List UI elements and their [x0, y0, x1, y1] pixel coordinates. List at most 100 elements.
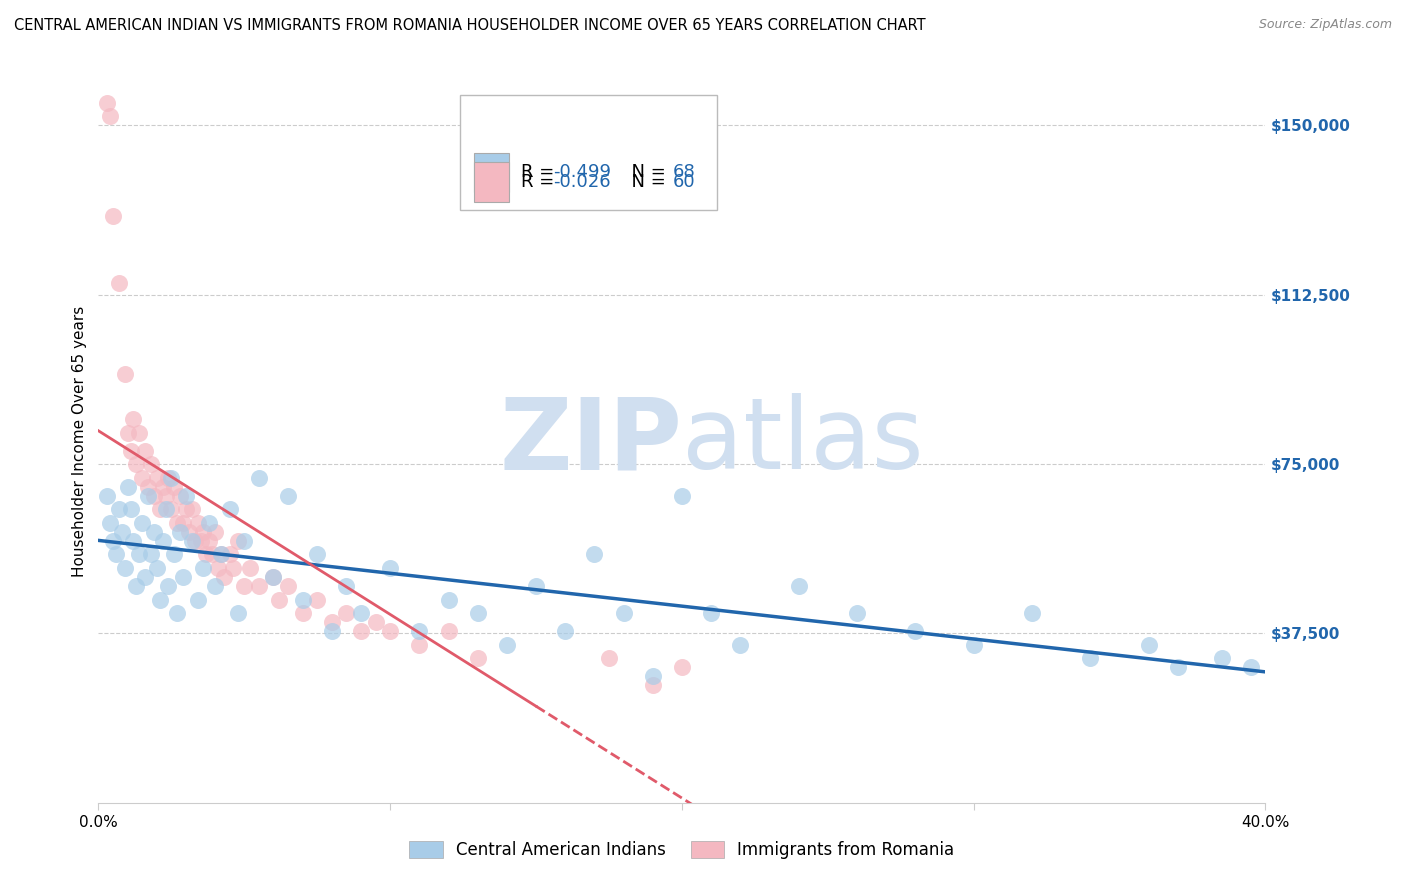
Point [380, 624, 402, 639]
Point [212, 570, 235, 584]
Point [1021, 606, 1043, 620]
Y-axis label: Householder Income Over 65 years: Householder Income Over 65 years [72, 306, 87, 577]
Point [157, 470, 180, 484]
Point [671, 660, 693, 674]
Point [96, 95, 118, 110]
Text: Source: ZipAtlas.com: Source: ZipAtlas.com [1258, 18, 1392, 31]
Text: R =: R = [520, 173, 560, 191]
Point [467, 606, 489, 620]
Point [122, 412, 145, 426]
Point [155, 502, 177, 516]
Point [277, 579, 299, 593]
Point [108, 502, 131, 516]
Point [598, 651, 620, 665]
Point [172, 516, 194, 530]
Point [120, 502, 142, 516]
Point [641, 669, 664, 683]
Point [98, 109, 121, 123]
Point [139, 548, 162, 562]
Point [131, 470, 153, 484]
Point [201, 548, 224, 562]
Point [700, 606, 723, 620]
Point [239, 561, 262, 575]
Point [174, 489, 197, 503]
Point [467, 651, 489, 665]
Point [114, 367, 136, 381]
Point [155, 489, 177, 503]
Point [228, 606, 250, 620]
Point [408, 638, 430, 652]
Point [128, 425, 150, 440]
Point [128, 548, 150, 562]
Point [269, 592, 291, 607]
Text: CENTRAL AMERICAN INDIAN VS IMMIGRANTS FROM ROMANIA HOUSEHOLDER INCOME OVER 65 YE: CENTRAL AMERICAN INDIAN VS IMMIGRANTS FR… [14, 18, 925, 33]
Point [142, 524, 165, 539]
Point [787, 579, 810, 593]
Point [437, 592, 460, 607]
Point [142, 489, 165, 503]
Point [108, 277, 131, 291]
Point [193, 561, 215, 575]
Point [198, 533, 221, 548]
Point [152, 480, 174, 494]
Point [180, 533, 202, 548]
Point [111, 524, 134, 539]
Point [166, 516, 188, 530]
Point [117, 480, 139, 494]
Point [163, 480, 186, 494]
Point [193, 524, 215, 539]
Point [187, 516, 209, 530]
Text: ZIP: ZIP [499, 393, 682, 490]
FancyBboxPatch shape [460, 95, 717, 211]
Point [187, 592, 209, 607]
Point [146, 470, 169, 484]
Point [169, 489, 191, 503]
Point [163, 548, 186, 562]
Point [152, 533, 174, 548]
Point [1167, 660, 1189, 674]
Point [136, 480, 159, 494]
Text: 60: 60 [672, 173, 695, 191]
Point [166, 606, 188, 620]
Point [195, 548, 218, 562]
Point [190, 533, 212, 548]
Point [172, 570, 194, 584]
FancyBboxPatch shape [474, 162, 509, 202]
Point [247, 579, 270, 593]
Point [335, 579, 357, 593]
Point [96, 489, 118, 503]
Point [730, 638, 752, 652]
Point [169, 524, 191, 539]
Point [904, 624, 927, 639]
Point [134, 443, 156, 458]
Point [437, 624, 460, 639]
Point [307, 548, 329, 562]
Point [583, 548, 606, 562]
Point [1080, 651, 1102, 665]
Point [204, 524, 226, 539]
Point [125, 579, 148, 593]
Point [160, 470, 183, 484]
Point [1211, 651, 1233, 665]
Point [233, 579, 256, 593]
Point [496, 638, 519, 652]
Point [228, 533, 250, 548]
Point [139, 457, 162, 471]
Point [554, 624, 576, 639]
Text: N =: N = [620, 163, 672, 181]
Point [180, 502, 202, 516]
Point [160, 502, 183, 516]
Text: 68: 68 [672, 163, 696, 181]
Point [198, 516, 221, 530]
Point [146, 561, 169, 575]
Point [641, 678, 664, 692]
Point [1240, 660, 1263, 674]
Point [125, 457, 148, 471]
Point [671, 489, 693, 503]
Point [291, 606, 314, 620]
Point [177, 524, 200, 539]
Point [174, 502, 197, 516]
Point [380, 561, 402, 575]
Point [262, 570, 284, 584]
Point [524, 579, 547, 593]
